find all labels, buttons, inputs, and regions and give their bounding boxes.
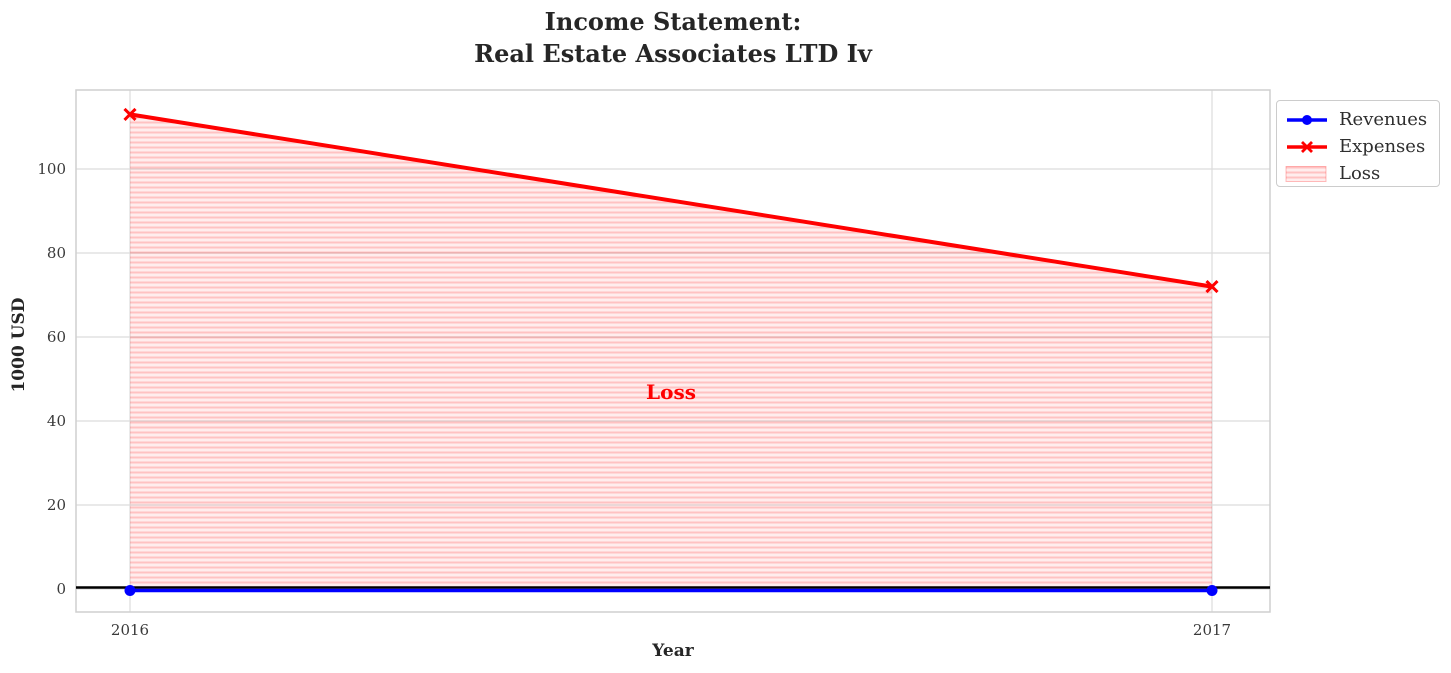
loss-area xyxy=(130,114,1212,590)
y-tick-label: 0 xyxy=(56,580,66,598)
x-tick-label: 2017 xyxy=(1192,621,1232,639)
x-axis-label: Year xyxy=(652,641,694,661)
loss-annotation: Loss xyxy=(646,379,696,404)
series-expenses xyxy=(129,112,1213,289)
legend-item-expenses: Expenses xyxy=(1285,133,1431,160)
legend-label: Loss xyxy=(1339,163,1381,184)
legend-item-revenues: Revenues xyxy=(1285,106,1431,133)
legend-expenses-sample-icon xyxy=(1287,140,1327,153)
legend-revenues-sample-icon xyxy=(1287,114,1327,125)
x-tick-label: 2016 xyxy=(110,621,150,639)
y-axis-label: 1000 USD xyxy=(9,297,29,393)
legend-loss-swatch-icon xyxy=(1285,165,1327,182)
y-tick-label: 40 xyxy=(46,412,66,430)
legend-label: Revenues xyxy=(1339,109,1428,130)
legend-item-loss: Loss xyxy=(1285,160,1431,187)
y-tick-label: 60 xyxy=(46,328,66,346)
legend-label: Expenses xyxy=(1339,136,1426,157)
legend: Revenues Expenses Loss xyxy=(1276,100,1440,187)
chart-title: Income Statement: Real Estate Associates… xyxy=(76,6,1270,70)
chart-title-line2: Real Estate Associates LTD Iv xyxy=(474,39,872,68)
y-tick-label: 100 xyxy=(37,160,66,178)
y-tick-label: 80 xyxy=(46,244,66,262)
y-tick-label: 20 xyxy=(46,496,66,514)
chart-title-line1: Income Statement: xyxy=(544,7,802,36)
